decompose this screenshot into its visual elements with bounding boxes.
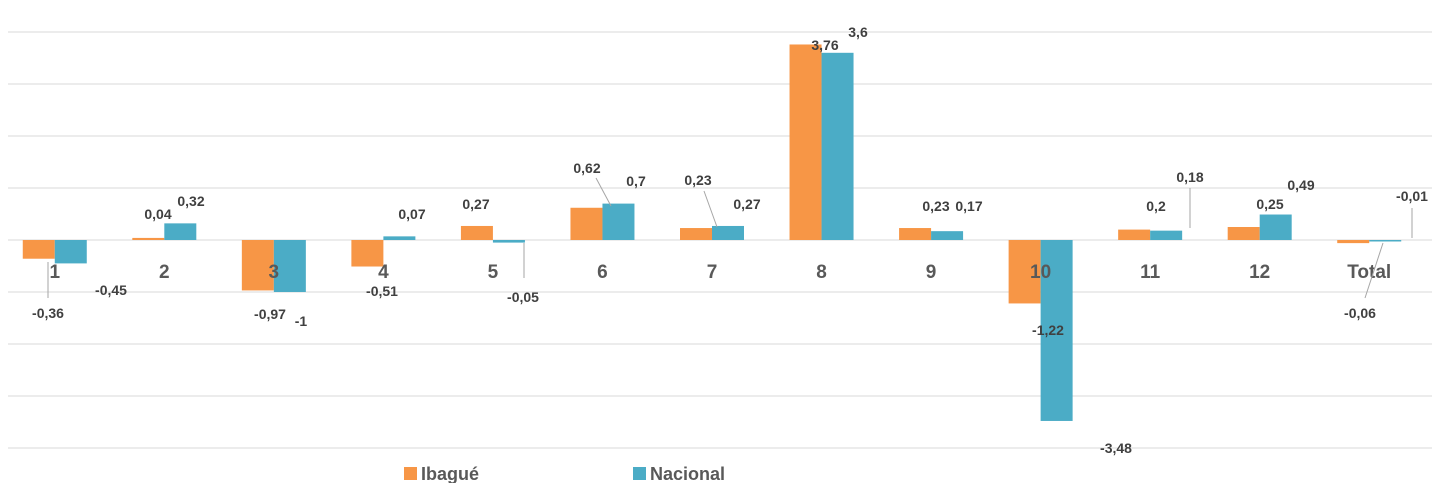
data-label-ibague-10: -1,22 bbox=[1032, 322, 1064, 338]
tick-label-12: 12 bbox=[1249, 262, 1270, 283]
data-label-nacional-1: -0,45 bbox=[95, 282, 127, 298]
tick-label-3: 3 bbox=[269, 262, 280, 283]
bar-ibague-9 bbox=[899, 228, 932, 240]
tick-label-11: 11 bbox=[1140, 262, 1161, 283]
bar-nacional-11 bbox=[1150, 230, 1183, 240]
data-label-nacional-12: 0,49 bbox=[1287, 177, 1314, 193]
tick-label-9: 9 bbox=[926, 262, 937, 283]
bar-nacional-Total bbox=[1369, 240, 1402, 242]
legend-label-nacional: Nacional bbox=[650, 464, 725, 483]
data-label-nacional-Total: -0,01 bbox=[1396, 188, 1428, 204]
bar-nacional-7 bbox=[712, 225, 744, 240]
data-label-nacional-5: -0,05 bbox=[507, 289, 539, 305]
data-label-ibague-9: 0,23 bbox=[922, 198, 949, 214]
tick-label-6: 6 bbox=[597, 262, 608, 283]
bar-ibague-11 bbox=[1118, 229, 1151, 240]
bar-nacional-3 bbox=[273, 240, 306, 292]
bar-ibague-8 bbox=[789, 44, 822, 241]
data-label-nacional-8: 3,6 bbox=[848, 24, 868, 40]
data-label-ibague-7: 0,23 bbox=[684, 172, 711, 188]
tick-label-4: 4 bbox=[378, 262, 389, 283]
data-label-ibague-4: -0,51 bbox=[366, 283, 398, 299]
data-label-ibague-1: -0,36 bbox=[32, 305, 64, 321]
bar-nacional-8 bbox=[821, 52, 854, 240]
bars bbox=[22, 44, 1402, 421]
bar-ibague-10 bbox=[1008, 240, 1041, 304]
bar-ibague-1 bbox=[22, 240, 55, 259]
bar-nacional-6 bbox=[602, 203, 635, 240]
data-label-ibague-2: 0,04 bbox=[144, 206, 171, 222]
tick-label-Total: Total bbox=[1347, 262, 1391, 283]
tick-label-8: 8 bbox=[816, 262, 827, 283]
data-label-ibague-Total: -0,06 bbox=[1344, 305, 1376, 321]
bar-ibague-7 bbox=[680, 228, 712, 240]
data-label-ibague-11: 0,2 bbox=[1146, 198, 1166, 214]
leader-line bbox=[703, 190, 718, 228]
bar-ibague-Total bbox=[1337, 240, 1370, 244]
data-label-nacional-9: 0,17 bbox=[955, 198, 982, 214]
tick-label-10: 10 bbox=[1030, 262, 1051, 283]
bar-ibague-3 bbox=[241, 240, 274, 291]
category-tick-labels: 1 2 3 4 5 6 7 8 9 10 11 12 Total bbox=[49, 262, 1391, 283]
legend-swatch-nacional bbox=[633, 467, 646, 480]
bar-ibague-2 bbox=[132, 237, 165, 240]
data-label-ibague-6: 0,62 bbox=[573, 160, 600, 176]
bar-nacional-10 bbox=[1040, 240, 1073, 421]
data-label-ibague-12: 0,25 bbox=[1256, 196, 1283, 212]
data-label-ibague-8: 3,76 bbox=[811, 37, 838, 53]
data-label-ibague-5: 0,27 bbox=[462, 196, 489, 212]
legend-label-ibague: Ibagué bbox=[421, 464, 479, 483]
leader-line bbox=[1364, 242, 1384, 299]
data-label-nacional-2: 0,32 bbox=[177, 193, 204, 209]
tick-label-2: 2 bbox=[159, 262, 170, 283]
bar-nacional-2 bbox=[164, 223, 197, 240]
bar-nacional-1 bbox=[54, 240, 87, 264]
bar-ibague-5 bbox=[460, 225, 493, 240]
data-label-nacional-10: -3,48 bbox=[1100, 440, 1132, 456]
tick-label-1: 1 bbox=[49, 262, 60, 283]
bar-nacional-4 bbox=[383, 236, 416, 240]
bar-ibague-4 bbox=[351, 240, 384, 267]
data-label-ibague-3: -0,97 bbox=[254, 306, 286, 322]
bar-ibague-12 bbox=[1227, 227, 1260, 240]
data-label-nacional-11: 0,18 bbox=[1176, 169, 1203, 185]
data-label-nacional-7: 0,27 bbox=[733, 196, 760, 212]
data-label-nacional-4: 0,07 bbox=[398, 206, 425, 222]
bar-ibague-6 bbox=[570, 207, 603, 240]
data-label-nacional-3: -1 bbox=[295, 313, 308, 329]
data-labels: -0,36-0,450,040,32-0,97 -1-0,510,070,27-0… bbox=[32, 24, 1428, 456]
legend-swatch-ibague bbox=[404, 467, 417, 480]
legend: Ibagué Nacional bbox=[404, 464, 725, 483]
bar-nacional-9 bbox=[931, 231, 964, 240]
bar-nacional-5 bbox=[492, 240, 525, 243]
bar-nacional-12 bbox=[1259, 214, 1292, 240]
tick-label-5: 5 bbox=[488, 262, 499, 283]
leader-line bbox=[595, 177, 612, 207]
tick-label-7: 7 bbox=[707, 262, 718, 283]
data-label-nacional-6: 0,7 bbox=[626, 173, 646, 189]
